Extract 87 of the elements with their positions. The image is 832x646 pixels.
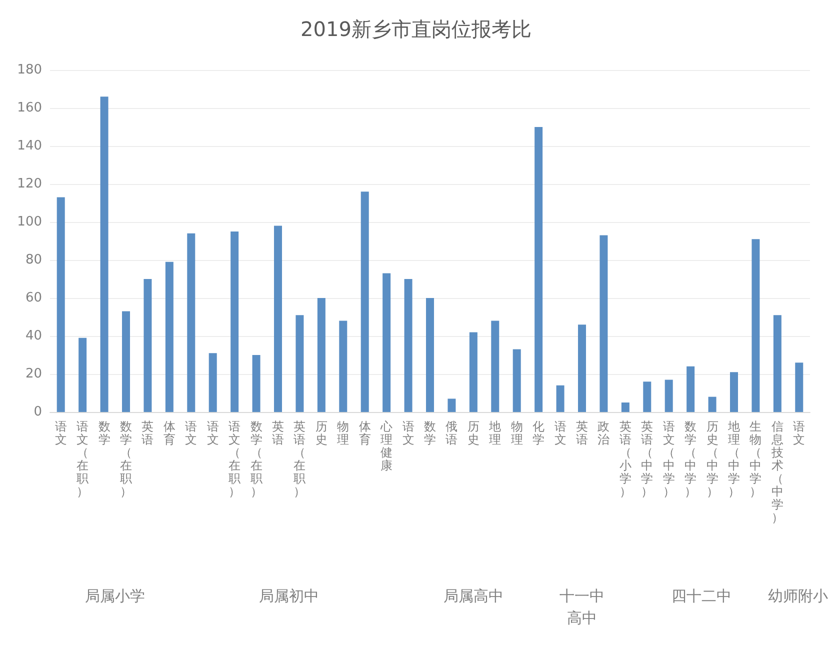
x-tick-label: 语文（在职）: [228, 420, 241, 498]
x-tick-label: 数学（在职）: [120, 420, 132, 498]
x-tick-label: 历史: [467, 420, 480, 446]
bar: [296, 315, 304, 412]
bar: [643, 382, 652, 412]
x-tick-label: 体育: [358, 420, 371, 446]
x-tick-label: 体育: [163, 420, 176, 446]
x-tick-label: 化学: [532, 420, 545, 446]
bar: [122, 311, 130, 412]
bar: [165, 262, 174, 412]
y-tick-label: 180: [17, 62, 42, 78]
chart-title: 2019新乡市直岗位报考比: [300, 17, 532, 41]
bar: [578, 324, 586, 412]
y-tick-label: 0: [34, 404, 42, 420]
x-tick-label: 历史（中学）: [706, 420, 718, 498]
x-tick-label: 语文: [54, 420, 67, 446]
x-tick-label: 英语（中学）: [641, 420, 654, 498]
bar: [448, 398, 456, 412]
bar: [512, 349, 521, 412]
bar: [773, 315, 782, 412]
bar: [317, 298, 326, 412]
text: 局属初中: [258, 587, 319, 605]
bar: [621, 402, 630, 412]
bar: [187, 233, 196, 412]
x-tick-label: 俄语: [446, 420, 458, 446]
x-tick-label: 生物（中学）: [750, 420, 762, 498]
bar: [252, 355, 260, 412]
bar: [274, 226, 282, 412]
text: 局属高中: [443, 587, 504, 605]
x-tick-label: 英语: [576, 420, 588, 446]
x-tick-label: 语文（中学）: [662, 420, 675, 498]
y-tick-label: 160: [17, 100, 42, 116]
bar: [404, 279, 412, 412]
y-tick-label: 100: [17, 214, 42, 230]
bar: [144, 279, 152, 412]
bar: [426, 298, 434, 412]
bar: [339, 320, 348, 412]
x-tick-label: 信息技术（中学）: [770, 420, 784, 524]
y-tick-label: 60: [25, 290, 42, 306]
y-tick-label: 140: [17, 138, 42, 154]
bar: [56, 197, 65, 412]
x-tick-label: 语文: [185, 420, 198, 446]
bar: [730, 372, 738, 412]
x-tick-label: 物理: [337, 420, 350, 446]
bar: [534, 127, 543, 412]
x-tick-label: 地理（中学）: [727, 420, 740, 498]
bar: [491, 320, 500, 412]
bar: [600, 235, 608, 412]
x-tick-label: 语文: [793, 420, 806, 446]
x-tick-label: 地理: [488, 420, 502, 446]
y-tick-label: 120: [17, 176, 42, 192]
x-tick-label: 英语: [142, 420, 154, 446]
bar: [752, 239, 760, 412]
x-tick-label: 数学: [424, 420, 436, 446]
x-tick-label: 英语（在职）: [294, 420, 306, 498]
x-tick-label: 历史: [315, 420, 328, 446]
bar: [795, 362, 804, 412]
bar: [208, 353, 217, 412]
bar: [230, 232, 239, 412]
bar: [469, 332, 478, 412]
x-tick-label: 语文: [554, 420, 566, 446]
bar: [78, 338, 87, 412]
x-tick-label: 数学（中学）: [684, 420, 697, 498]
bar: [664, 380, 673, 412]
y-tick-label: 40: [25, 328, 42, 344]
bar: [382, 273, 391, 412]
bar: [556, 385, 564, 412]
x-tick-label: 物理: [510, 420, 523, 446]
bar: [360, 192, 369, 412]
text: 局属小学: [85, 587, 146, 605]
bar: [686, 366, 695, 412]
y-tick-label: 20: [25, 366, 42, 382]
x-tick-label: 语文: [402, 420, 414, 446]
x-tick-label: 心理健康: [380, 420, 393, 472]
x-tick-label: 英语（小学）: [619, 420, 632, 498]
bar: [708, 396, 716, 412]
x-tick-label: 政治: [598, 420, 610, 446]
text: 幼师附小: [768, 587, 828, 605]
x-tick-label: 英语: [272, 420, 284, 446]
x-tick-label: 语文（在职）: [76, 420, 89, 498]
y-tick-label: 80: [25, 252, 42, 268]
x-tick-label: 数学（在职）: [250, 420, 262, 498]
text: 四十二中: [671, 587, 732, 605]
x-tick-label: 数学: [98, 420, 110, 446]
text: 十一中高中: [560, 587, 604, 627]
x-tick-label: 语文: [206, 420, 219, 446]
bar: [100, 96, 108, 412]
